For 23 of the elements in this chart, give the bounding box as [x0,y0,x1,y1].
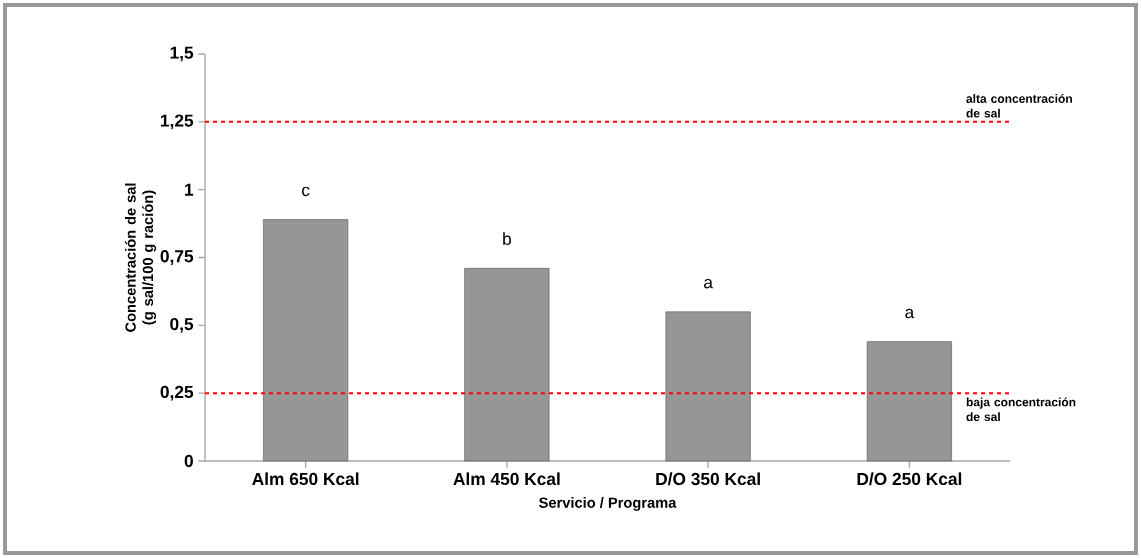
x-tick-label: Alm 650 Kcal [252,472,359,486]
y-tick-label: 1,25 [160,114,194,130]
ref-line-label: alta concentración de sal [966,93,1072,118]
y-axis-title: Concentración de sal (g sal/100 g ración) [124,183,157,332]
x-tick-label: D/O 350 Kcal [656,472,760,486]
annotation: a [704,278,713,289]
bar [665,311,751,462]
x-tick-label: D/O 250 Kcal [857,472,962,486]
annotation: c [302,186,310,197]
y-tick-label: 0,25 [160,385,194,401]
bar [464,268,550,462]
bar [866,341,952,462]
y-tick-label: 1 [185,183,194,196]
x-tick-label: Alm 450 Kcal [453,472,560,486]
y-tick-label: 0,5 [170,317,194,333]
y-tick-label: 1,5 [170,46,194,62]
ref-line-label: baja concentración de sal [966,397,1076,422]
bar [263,219,349,462]
x-axis-title: Servicio / Programa [539,497,677,511]
annotation: a [905,308,915,319]
y-tick-label: 0 [184,454,193,468]
y-tick-label: 0,75 [160,250,194,265]
annotation: b [503,232,511,245]
